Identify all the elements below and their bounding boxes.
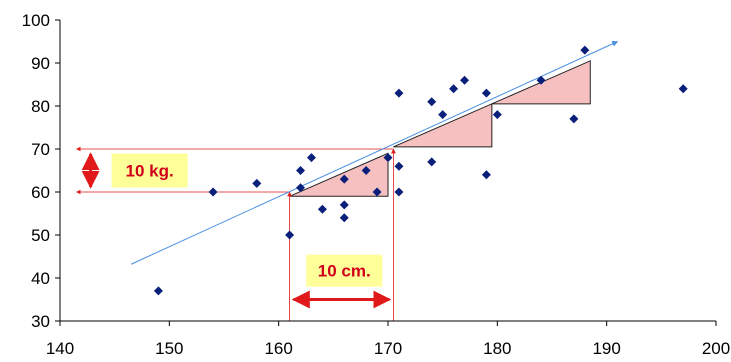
data-point <box>569 114 579 124</box>
x-tick-label: 180 <box>483 339 511 358</box>
annotations <box>75 146 396 321</box>
data-point <box>306 153 316 163</box>
data-point <box>678 84 688 94</box>
x-tick-label: 200 <box>702 339 730 358</box>
weight-label-bg <box>111 153 188 188</box>
height-label-bg <box>306 254 383 287</box>
data-point <box>481 88 491 98</box>
height-label: 10 cm. <box>306 254 383 287</box>
data-point <box>580 45 590 55</box>
weight-label: 10 kg. <box>111 153 188 188</box>
y-tick-label: 50 <box>31 226 50 245</box>
data-point <box>481 170 491 180</box>
data-point <box>339 213 349 223</box>
slope-triangle-1 <box>289 152 389 197</box>
y-tick-label: 100 <box>22 11 50 30</box>
height-label-text: 10 cm. <box>318 262 371 281</box>
data-point <box>427 157 437 167</box>
y-tick-label: 30 <box>31 312 50 331</box>
data-point <box>492 110 502 120</box>
y-tick-label: 40 <box>31 269 50 288</box>
y-tick-label: 90 <box>31 54 50 73</box>
data-point <box>427 97 437 107</box>
data-point <box>339 174 349 184</box>
y-tick-label: 60 <box>31 183 50 202</box>
data-point <box>361 166 371 175</box>
y-tick-label: 70 <box>31 140 50 159</box>
data-point <box>536 75 546 85</box>
data-point <box>372 187 382 197</box>
trendline-group <box>130 41 619 265</box>
data-point <box>394 88 404 98</box>
data-point <box>394 161 404 171</box>
data-point <box>460 75 470 85</box>
data-point <box>296 183 306 193</box>
data-point <box>153 286 163 296</box>
data-point <box>252 178 262 188</box>
data-point <box>438 110 448 120</box>
x-tick-label: 150 <box>155 339 183 358</box>
data-point <box>317 204 327 214</box>
data-point <box>394 187 404 197</box>
slope-triangle-2 <box>393 103 493 148</box>
data-point <box>208 187 218 197</box>
slope-triangles <box>289 60 591 197</box>
x-tick-label: 190 <box>592 339 620 358</box>
data-point <box>449 84 459 94</box>
annotation-labels: 10 kg. 10 cm. <box>111 153 383 287</box>
y-tick-label: 80 <box>31 97 50 116</box>
axes: 30 40 50 60 70 80 90 100 140 150 160 170 180 190 200 <box>22 11 731 358</box>
data-point <box>383 153 393 163</box>
x-tick-label: 140 <box>46 339 74 358</box>
weight-label-text: 10 kg. <box>126 162 174 181</box>
x-tick-label: 170 <box>374 339 402 358</box>
data-point <box>296 166 306 175</box>
x-tick-label: 160 <box>264 339 292 358</box>
data-point <box>285 230 295 240</box>
data-point <box>339 200 349 210</box>
trendline <box>130 41 619 265</box>
data-points <box>153 45 688 296</box>
